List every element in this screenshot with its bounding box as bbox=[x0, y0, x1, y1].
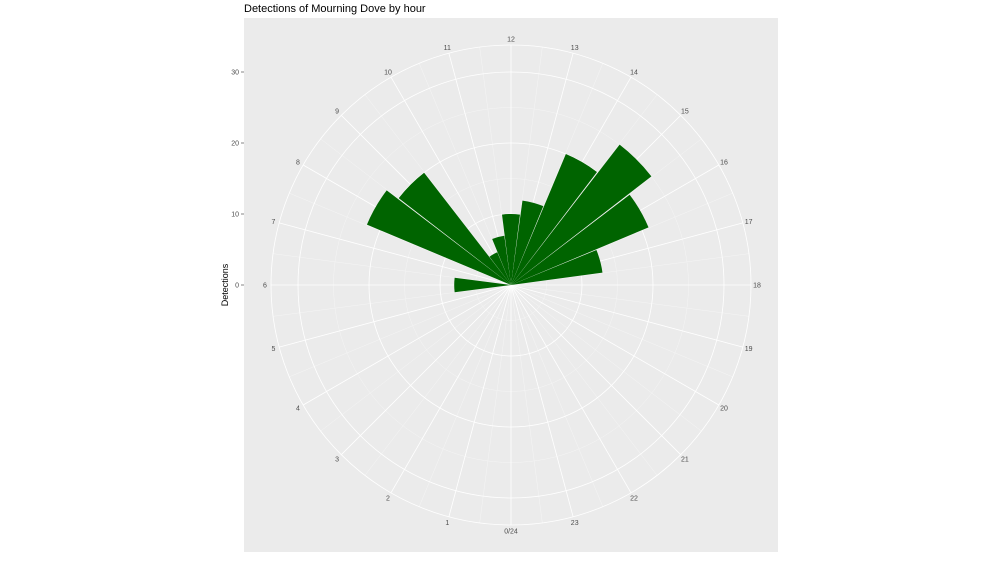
grid-spoke bbox=[279, 222, 512, 286]
grid-spoke-minor bbox=[479, 47, 512, 286]
bars bbox=[366, 144, 652, 293]
hour-label: 14 bbox=[630, 70, 638, 77]
bar-hour-15 bbox=[511, 144, 652, 285]
grid-spoke-minor bbox=[510, 284, 658, 476]
hour-label: 8 bbox=[296, 160, 300, 167]
y-tick-label: 10 bbox=[231, 212, 239, 219]
grid-spoke-minor bbox=[510, 192, 733, 286]
grid-spoke bbox=[390, 284, 512, 494]
hour-label: 5 bbox=[271, 346, 275, 353]
hour-label: 21 bbox=[681, 456, 689, 463]
bar-hour-10 bbox=[489, 252, 511, 285]
grid-spoke-minor bbox=[510, 138, 702, 286]
bar-hour-9 bbox=[398, 172, 511, 285]
grid-spoke bbox=[448, 284, 512, 517]
grid-spoke-minor bbox=[289, 192, 512, 286]
grid-spoke bbox=[341, 284, 512, 455]
hour-label: 11 bbox=[444, 45, 451, 52]
hour-label: 18 bbox=[753, 283, 761, 290]
hour-label: 1 bbox=[445, 520, 449, 527]
hour-label: 9 bbox=[335, 109, 339, 116]
hour-label: 3 bbox=[335, 456, 339, 463]
hour-label: 17 bbox=[745, 219, 753, 226]
hour-label: 6 bbox=[263, 283, 267, 290]
hour-label: 23 bbox=[571, 520, 579, 527]
y-axis: 0 10 20 30 bbox=[231, 70, 244, 290]
grid-spoke-minor bbox=[320, 138, 512, 286]
bar-hour-12 bbox=[502, 213, 520, 285]
hour-label: 10 bbox=[384, 70, 392, 77]
hour-label: 2 bbox=[386, 496, 390, 503]
grid-spoke-minor bbox=[510, 63, 604, 286]
grid-spoke-minor bbox=[510, 284, 702, 432]
hour-label: 20 bbox=[720, 406, 728, 413]
y-tick-label: 30 bbox=[231, 70, 239, 77]
grid-spoke-minor bbox=[510, 284, 543, 523]
grid-spoke-minor bbox=[320, 284, 512, 432]
grid-spoke-minor bbox=[510, 47, 543, 286]
hour-label: 16 bbox=[720, 160, 728, 167]
grid-spoke-minor bbox=[418, 284, 512, 507]
hour-label: 0/24 bbox=[504, 529, 518, 536]
grid-spoke-minor bbox=[364, 94, 512, 286]
hour-label: 4 bbox=[296, 406, 300, 413]
hour-label: 22 bbox=[630, 496, 638, 503]
grid-spoke bbox=[510, 284, 720, 406]
chart-title: Detections of Mourning Dove by hour bbox=[244, 3, 426, 15]
y-tick-label: 20 bbox=[231, 141, 239, 148]
grid-spoke-minor bbox=[510, 284, 604, 507]
hour-label: 15 bbox=[681, 109, 689, 116]
hour-labels: 0/24123456789101112131415161718192021222… bbox=[263, 37, 761, 536]
grid-spoke-minor bbox=[510, 284, 749, 317]
grid-spoke bbox=[510, 284, 681, 455]
bar-hour-16 bbox=[511, 194, 649, 285]
grid-spoke-minor bbox=[364, 284, 512, 476]
grid-spoke bbox=[390, 76, 512, 286]
bar-hour-17 bbox=[511, 250, 603, 285]
grid-spoke-minor bbox=[510, 253, 749, 286]
hour-label: 7 bbox=[271, 219, 275, 226]
hour-label: 19 bbox=[745, 346, 753, 353]
grid-spoke-minor bbox=[273, 284, 512, 317]
grid-spoke-minor bbox=[510, 94, 658, 286]
bar-hour-6 bbox=[454, 277, 511, 293]
grid-spoke bbox=[510, 284, 743, 348]
grid-spoke bbox=[302, 284, 512, 406]
bar-hour-14 bbox=[511, 154, 597, 285]
grid-spoke-minor bbox=[273, 253, 512, 286]
bar-hour-8 bbox=[366, 190, 511, 285]
grid-spoke bbox=[279, 284, 512, 348]
grid-spoke-minor bbox=[479, 284, 512, 523]
hour-label: 13 bbox=[571, 45, 579, 52]
bar-hour-11 bbox=[492, 235, 511, 285]
grid-spoke bbox=[510, 284, 632, 494]
grid-spoke-minor bbox=[289, 284, 512, 378]
y-axis-label: Detections bbox=[220, 263, 230, 306]
y-tick-label: 0 bbox=[235, 283, 239, 290]
grid-spoke-minor bbox=[418, 63, 512, 286]
grid-spoke-minor bbox=[510, 284, 733, 378]
hour-label: 12 bbox=[507, 37, 515, 44]
grid-spoke bbox=[510, 284, 574, 517]
bar-hour-13 bbox=[511, 200, 544, 285]
